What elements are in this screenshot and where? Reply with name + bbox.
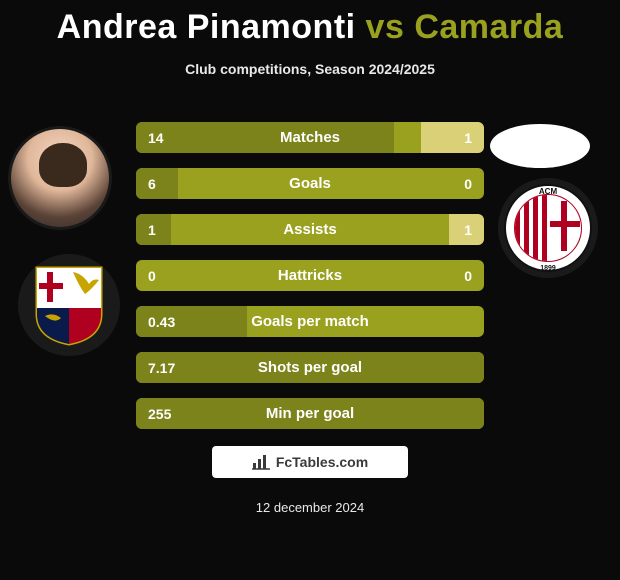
player1-club-crest [18,254,120,356]
stat-row: Min per goal255 [136,398,484,429]
player1-name: Andrea Pinamonti [57,8,356,46]
chart-icon [252,453,270,471]
stat-row: Goals per match0.43 [136,306,484,337]
svg-text:ACM: ACM [539,187,558,196]
stat-row: Hattricks00 [136,260,484,291]
stats-bars: Matches141 Goals60 Assists11 Hattricks00 Goa… [136,122,484,444]
player2-club-crest: ACM 1899 [498,178,598,278]
page-title: Andrea Pinamonti vs Camarda [0,0,620,47]
player1-photo [8,126,112,230]
svg-text:1899: 1899 [540,265,556,272]
stat-row: Shots per goal7.17 [136,352,484,383]
player2-name: Camarda [414,8,563,46]
genoa-crest-icon [33,264,105,346]
vs-text: vs [366,8,405,46]
stat-row: Matches141 [136,122,484,153]
stat-row: Assists11 [136,214,484,245]
stat-row: Goals60 [136,168,484,199]
subtitle: Club competitions, Season 2024/2025 [0,61,620,77]
fctables-label: FcTables.com [276,454,368,470]
player2-photo-placeholder [490,124,590,168]
date-text: 12 december 2024 [0,500,620,515]
acmilan-crest-icon: ACM 1899 [503,183,593,273]
fctables-badge: FcTables.com [212,446,408,478]
